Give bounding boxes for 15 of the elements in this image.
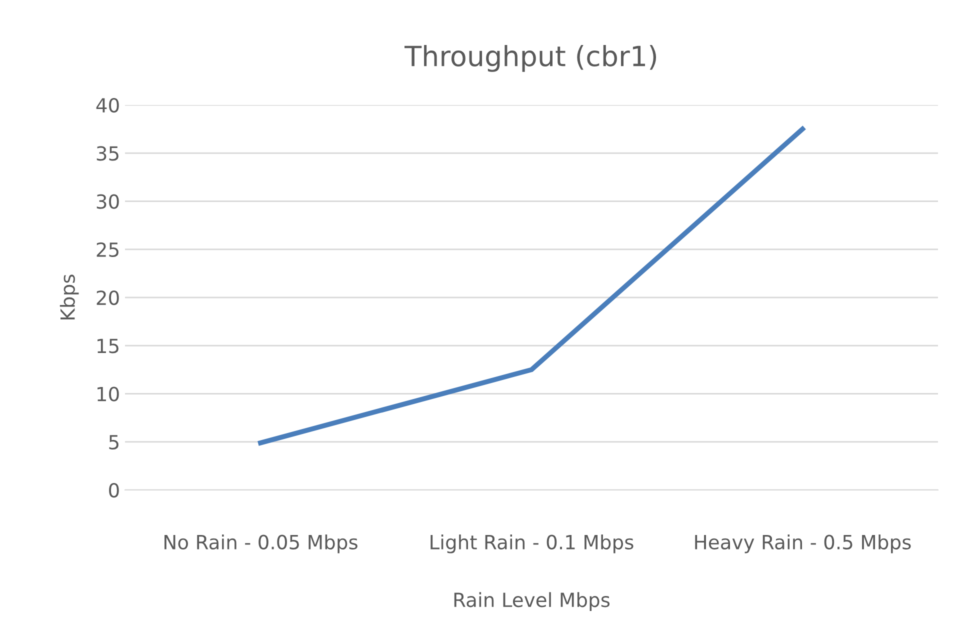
y-tick-label: 10 xyxy=(98,386,119,402)
y-tick-label: 0 xyxy=(109,482,119,498)
x-tick-label: Heavy Rain - 0.5 Mbps xyxy=(695,534,911,554)
chart-title: Throughput (cbr1) xyxy=(404,45,656,72)
y-tick-label: 35 xyxy=(96,146,118,161)
y-tick-label: 25 xyxy=(96,242,118,258)
y-axis-title: Kbps xyxy=(60,274,79,320)
x-axis-title: Rain Level Mbps xyxy=(454,592,610,611)
y-tick-label: 20 xyxy=(96,290,119,306)
y-tick-label: 15 xyxy=(98,338,118,354)
x-tick-label: No Rain - 0.05 Mbps xyxy=(164,534,358,554)
y-tick-label: 30 xyxy=(96,194,119,209)
x-tick-label: Light Rain - 0.1 Mbps xyxy=(430,534,634,554)
y-tick-label: 5 xyxy=(109,435,118,450)
y-tick-label: 40 xyxy=(96,98,119,113)
